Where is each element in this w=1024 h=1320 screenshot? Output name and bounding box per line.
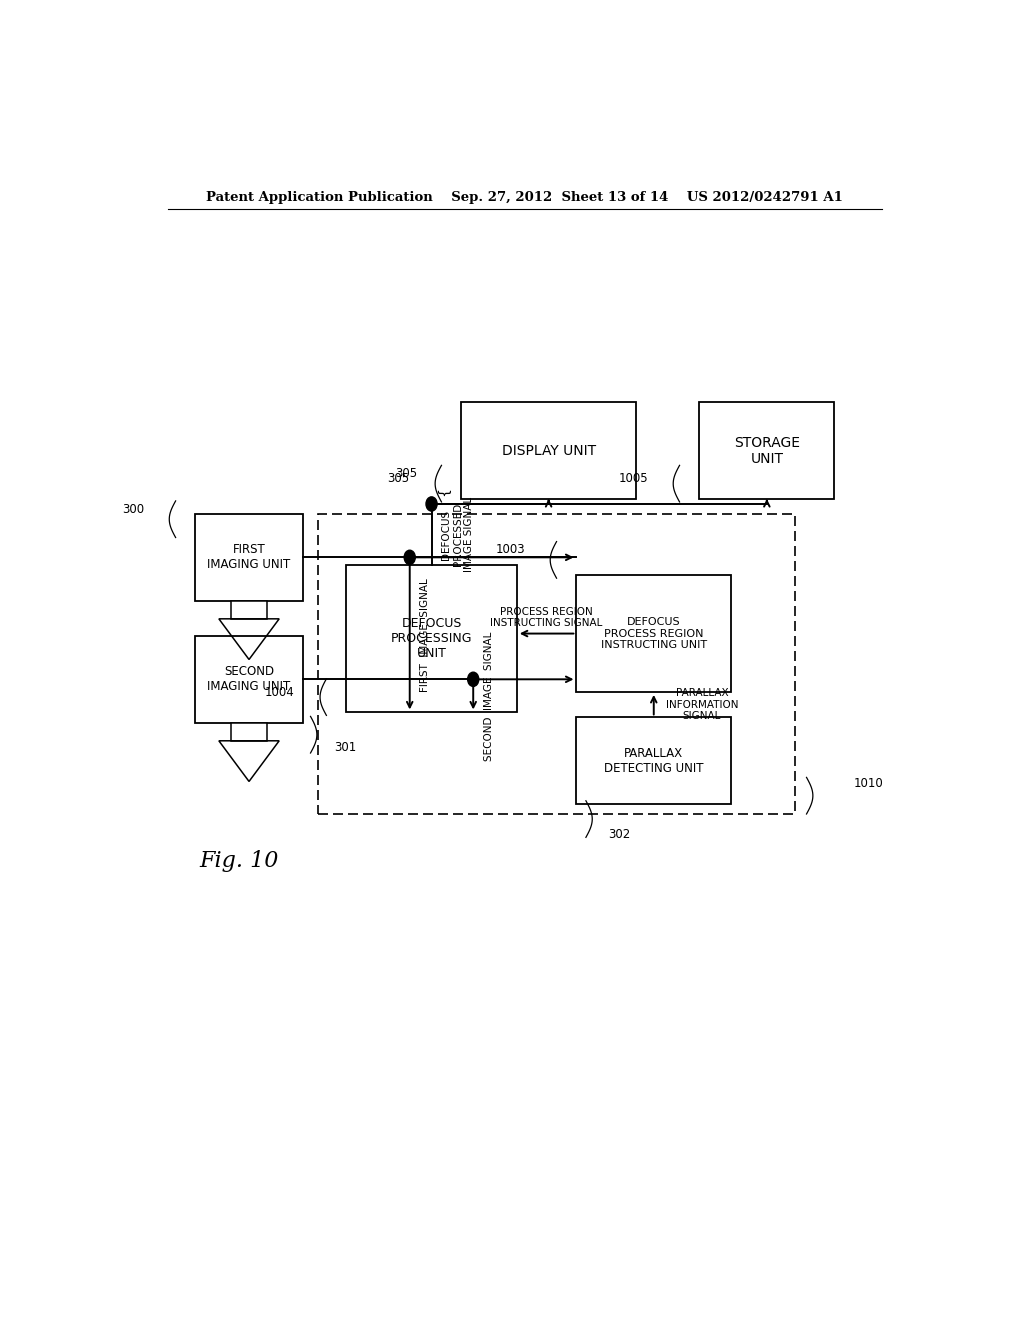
Bar bbox=[346, 565, 517, 713]
Bar bbox=[461, 403, 636, 499]
Bar bbox=[231, 722, 267, 741]
Bar bbox=[699, 403, 835, 499]
Circle shape bbox=[404, 550, 416, 565]
Text: 305: 305 bbox=[388, 473, 410, 484]
Text: 301: 301 bbox=[334, 742, 356, 755]
Text: Patent Application Publication    Sep. 27, 2012  Sheet 13 of 14    US 2012/02427: Patent Application Publication Sep. 27, … bbox=[207, 190, 843, 203]
Text: 300: 300 bbox=[122, 503, 143, 516]
Text: STORAGE
UNIT: STORAGE UNIT bbox=[734, 436, 800, 466]
Text: DEFOCUS
PROCESS REGION
INSTRUCTING UNIT: DEFOCUS PROCESS REGION INSTRUCTING UNIT bbox=[601, 616, 707, 651]
Text: 1005: 1005 bbox=[618, 473, 648, 484]
Bar bbox=[196, 636, 303, 722]
Bar bbox=[231, 601, 267, 619]
Text: DEFOCUS
PROCESSED
IMAGE SIGNAL: DEFOCUS PROCESSED IMAGE SIGNAL bbox=[441, 496, 474, 572]
Text: 302: 302 bbox=[608, 828, 631, 841]
Text: PARALLAX
DETECTING UNIT: PARALLAX DETECTING UNIT bbox=[604, 747, 703, 775]
Text: DISPLAY UNIT: DISPLAY UNIT bbox=[502, 444, 596, 458]
Circle shape bbox=[426, 496, 437, 511]
Text: 1004: 1004 bbox=[265, 685, 295, 698]
Text: FIRST  IMAGE  SIGNAL: FIRST IMAGE SIGNAL bbox=[420, 578, 430, 692]
Bar bbox=[318, 515, 795, 814]
Text: DEFOCUS
PROCESSING
UNIT: DEFOCUS PROCESSING UNIT bbox=[391, 618, 472, 660]
Text: PROCESS REGION
INSTRUCTING SIGNAL: PROCESS REGION INSTRUCTING SIGNAL bbox=[490, 607, 603, 628]
Text: }: } bbox=[434, 488, 449, 498]
Bar bbox=[577, 718, 731, 804]
Text: SECOND
IMAGING UNIT: SECOND IMAGING UNIT bbox=[208, 665, 291, 693]
Text: 1010: 1010 bbox=[854, 777, 884, 789]
Bar bbox=[577, 576, 731, 692]
Text: PARALLAX
INFORMATION
SIGNAL: PARALLAX INFORMATION SIGNAL bbox=[666, 688, 738, 721]
Text: FIRST
IMAGING UNIT: FIRST IMAGING UNIT bbox=[208, 544, 291, 572]
Bar bbox=[196, 515, 303, 601]
Text: SECOND  IMAGE  SIGNAL: SECOND IMAGE SIGNAL bbox=[483, 631, 494, 760]
Circle shape bbox=[468, 672, 479, 686]
Text: Fig. 10: Fig. 10 bbox=[200, 850, 279, 871]
Text: 305: 305 bbox=[395, 467, 418, 480]
Text: 1003: 1003 bbox=[496, 544, 524, 556]
